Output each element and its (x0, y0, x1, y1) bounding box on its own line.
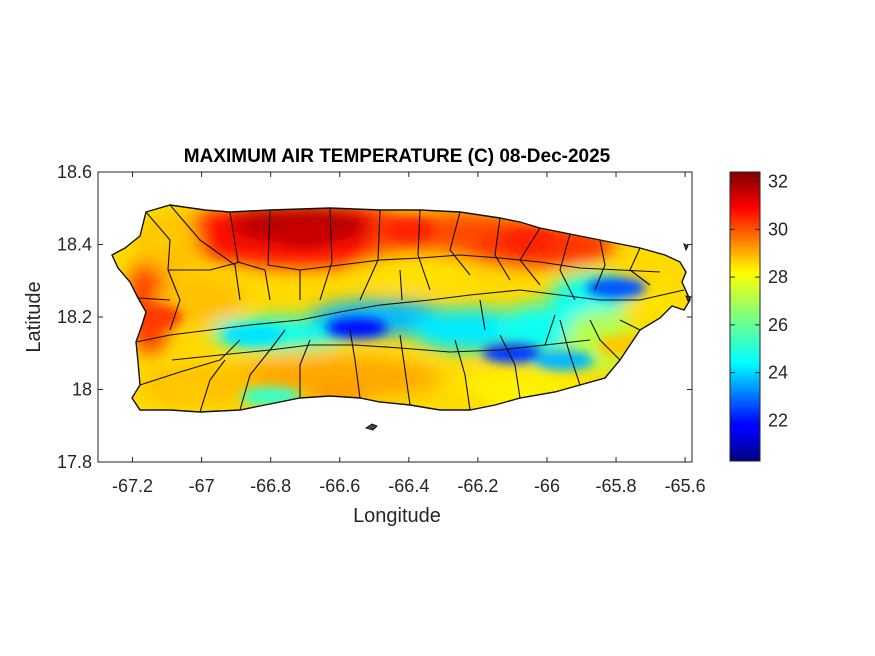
region-value-core (313, 377, 366, 402)
colorbar-tick-label: 28 (768, 267, 788, 287)
islet (685, 295, 692, 303)
municipality-boundary (349, 329, 361, 399)
island-coastline (111, 204, 691, 413)
region-value-core (327, 317, 388, 338)
municipality-boundary (619, 319, 641, 331)
region-value-core (279, 221, 332, 246)
municipality-boundary (269, 329, 286, 351)
municipality-boundary (199, 359, 226, 413)
region-value-core (134, 225, 187, 250)
municipality-boundary (139, 339, 241, 386)
municipality-boundary (168, 261, 241, 271)
municipality-boundary (494, 217, 511, 281)
municipality-boundary (229, 211, 271, 301)
municipality-boundary (267, 209, 301, 300)
colorbar-ticks: 22 24 26 28 30 32 (730, 172, 788, 430)
municipality-boundary (299, 339, 311, 398)
y-axis-label: Latitude (23, 281, 45, 352)
colorbar-tick-label: 26 (768, 315, 788, 335)
y-tick-label: 18.6 (57, 162, 92, 182)
municipality-boundary (299, 254, 661, 273)
chart-title: MAXIMUM AIR TEMPERATURE (C) 08-Dec-2025 (184, 146, 611, 167)
colorbar-tick-label: 30 (768, 219, 788, 239)
region-value-core (503, 228, 556, 253)
colorbar: 22 24 26 28 30 32 (729, 171, 788, 462)
municipality-boundary (319, 207, 333, 301)
municipality-boundary (479, 299, 486, 331)
municipality-boundary (449, 211, 471, 276)
y-tick-label: 17.8 (57, 452, 92, 472)
municipality-boundary (559, 319, 581, 386)
municipality-boundary (594, 239, 606, 291)
x-axis-label: Longitude (353, 505, 441, 527)
x-tick-label: -67 (189, 476, 215, 496)
x-axis: -67.2 -67 -66.8 -66.6 -66.4 -66.2 -66 -65.8 -65.… (112, 172, 706, 496)
municipality-boundary (399, 269, 403, 301)
municipality-boundaries (111, 204, 692, 431)
colorbar-gradient (729, 171, 761, 462)
region-value-core (223, 325, 284, 346)
region-value-core (586, 278, 647, 298)
y-tick-label: 18.2 (57, 307, 92, 327)
municipality-boundary (171, 339, 591, 361)
colorbar-tick-label: 32 (768, 172, 788, 192)
x-tick-label: -66.8 (250, 476, 291, 496)
x-tick-label: -67.2 (112, 476, 153, 496)
x-tick-label: -66.6 (319, 476, 360, 496)
x-tick-label: -65.8 (596, 476, 637, 496)
field-cores (130, 218, 649, 409)
municipality-boundary (499, 334, 521, 399)
municipality-boundary (399, 334, 411, 406)
municipality-boundary (135, 289, 685, 343)
municipality-boundary (417, 209, 431, 291)
y-tick-label: 18 (72, 380, 92, 400)
municipality-boundary (559, 233, 576, 301)
y-tick-label: 18.4 (57, 235, 92, 255)
islet (683, 243, 689, 252)
municipality-boundary (239, 349, 271, 411)
region-value-core (382, 218, 435, 242)
x-tick-label: -66.2 (457, 476, 498, 496)
region-value-core (158, 377, 211, 402)
region-value-core (534, 350, 595, 371)
municipality-boundary (137, 297, 171, 301)
municipality-boundary (544, 314, 556, 346)
municipality-boundary (589, 319, 621, 361)
field-blob (360, 254, 480, 286)
x-tick-label: -66.4 (388, 476, 429, 496)
y-axis: 17.8 18 18.2 18.4 18.6 (57, 162, 692, 472)
region-value-core (482, 343, 543, 364)
x-tick-label: -66 (534, 476, 560, 496)
x-tick-label: -65.6 (665, 476, 706, 496)
municipality-boundary (169, 204, 241, 301)
colorbar-tick-label: 24 (768, 363, 788, 383)
islet (364, 423, 378, 431)
colorbar-tick-label: 22 (768, 410, 788, 430)
